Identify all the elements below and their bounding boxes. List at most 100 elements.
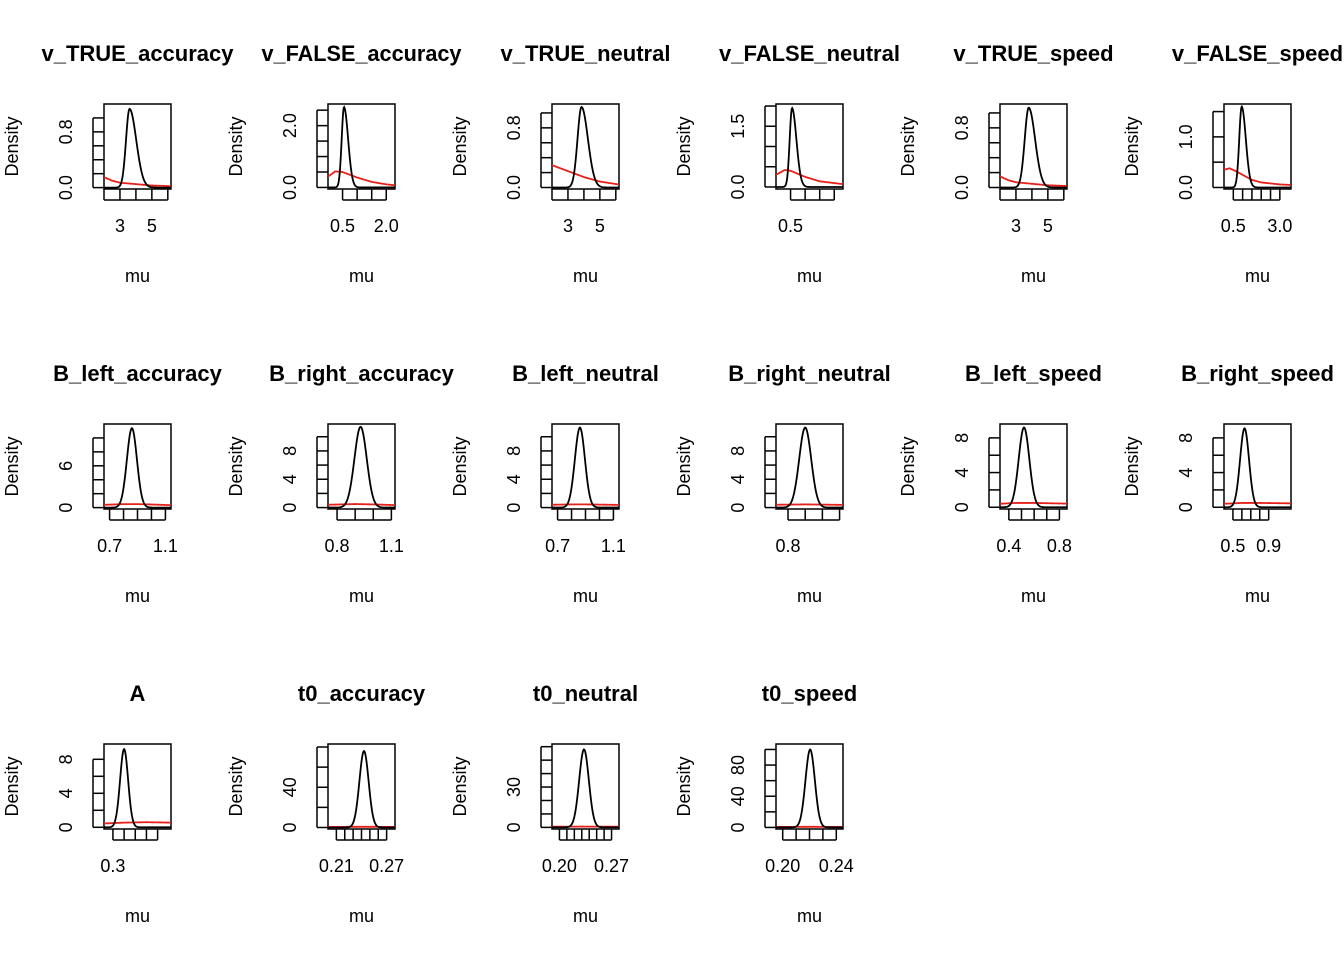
y-axis-label: Density [2,756,22,816]
y-tick-label: 1.5 [728,114,748,139]
posterior-density-line [1224,104,1291,189]
posterior-density-line [104,747,171,829]
plot-frame [1223,423,1292,510]
y-tick-label: 0 [728,503,748,513]
x-tick-label: 0.27 [369,856,404,876]
posterior-density-line [776,748,843,829]
y-tick-label: 0.0 [1176,175,1196,200]
plot-frame [327,423,396,510]
panel-title: v_TRUE_speed [953,41,1113,66]
y-tick-label: 40 [728,786,748,806]
y-tick-label: 4 [280,474,300,484]
panel-title: B_right_accuracy [269,361,454,386]
posterior-density-line [552,748,619,829]
y-tick-label: 30 [504,777,524,797]
panel-B_right_speed: B_right_speed 0.5 0.9 mu 0 4 8 Density [1122,361,1334,606]
x-axis-label: mu [1245,266,1270,286]
x-tick-label: 0.9 [1256,536,1281,556]
y-tick-label: 4 [56,788,76,798]
y-tick-label: 8 [504,446,524,456]
panel-B_left_neutral: B_left_neutral 0.7 1.1 mu 0 4 8 Density [450,361,659,606]
y-axis-label: Density [226,436,246,496]
panel-title: B_right_neutral [728,361,891,386]
x-tick-label: 3.0 [1267,216,1292,236]
y-tick-label: 0.8 [56,119,76,144]
panel-title: B_right_speed [1181,361,1334,386]
posterior-density-line [776,426,843,509]
y-tick-label: 6 [56,461,76,471]
y-axis-label: Density [1122,436,1142,496]
y-axis-label: Density [226,116,246,176]
y-tick-label: 0 [56,822,76,832]
x-tick-label: 0.5 [1221,216,1246,236]
x-axis-label: mu [797,586,822,606]
x-tick-label: 3 [1011,216,1021,236]
panel-title: A [130,681,146,706]
y-tick-label: 4 [952,468,972,478]
x-tick-label: 3 [115,216,125,236]
x-axis-label: mu [125,906,150,926]
y-axis-label: Density [674,756,694,816]
prior-density-line [999,175,1068,187]
x-tick-label: 0.7 [545,536,570,556]
panel-B_left_speed: B_left_speed 0.4 0.8 mu 0 4 8 Density [898,361,1102,606]
y-axis-label: Density [226,756,246,816]
prior-density-line [103,176,172,188]
panel-title: v_TRUE_neutral [501,41,671,66]
y-tick-label: 0 [728,822,748,832]
y-tick-label: 0.8 [504,115,524,140]
posterior-density-line [328,750,395,829]
y-tick-label: 0 [280,503,300,513]
x-axis-label: mu [349,906,374,926]
x-axis-label: mu [573,266,598,286]
posterior-density-line [1000,426,1067,509]
panel-B_right_neutral: B_right_neutral 0.8 mu 0 4 8 Density [674,361,891,606]
posterior-density-line [328,425,395,509]
x-tick-label: 0.3 [100,856,125,876]
x-axis-label: mu [1245,586,1270,606]
posterior-density-line [776,106,843,188]
y-axis-label: Density [898,436,918,496]
x-tick-label: 0.8 [1047,536,1072,556]
panel-B_left_accuracy: B_left_accuracy 0.7 1.1 mu 0 6 Density [2,361,223,606]
y-axis-label: Density [674,116,694,176]
x-tick-label: 1.1 [379,536,404,556]
posterior-density-line [328,105,395,189]
prior-density-line [327,503,396,506]
panel-title: v_FALSE_speed [1172,41,1343,66]
y-tick-label: 0 [504,822,524,832]
x-tick-label: 1.1 [153,536,178,556]
posterior-density-line [1224,427,1291,509]
panel-v_FALSE_accuracy: v_FALSE_accuracy 0.5 2.0 mu 0.0 2.0 Density [226,41,462,286]
y-axis-label: Density [898,116,918,176]
panel-title: v_TRUE_accuracy [41,41,234,66]
x-tick-label: 0.5 [1220,536,1245,556]
x-tick-label: 0.20 [542,856,577,876]
x-axis-label: mu [1021,586,1046,606]
panel-v_TRUE_neutral: v_TRUE_neutral 3 5 mu 0.0 0.8 Density [450,41,670,286]
x-tick-label: 0.21 [319,856,354,876]
panel-title: v_FALSE_accuracy [262,41,463,66]
x-axis-label: mu [573,586,598,606]
panel-B_right_accuracy: B_right_accuracy 0.8 1.1 mu 0 4 8 Density [226,361,455,606]
x-tick-label: 5 [147,216,157,236]
y-tick-label: 8 [56,754,76,764]
x-tick-label: 5 [1043,216,1053,236]
plot-frame [999,423,1068,510]
y-tick-label: 0.0 [952,175,972,200]
x-axis-label: mu [349,266,374,286]
posterior-density-line [1000,106,1067,189]
x-tick-label: 3 [563,216,573,236]
panel-v_TRUE_speed: v_TRUE_speed 3 5 mu 0.0 0.8 Density [898,41,1114,286]
y-tick-label: 0 [952,502,972,512]
x-axis-label: mu [797,906,822,926]
prior-density-line [551,164,620,186]
panel-title: t0_neutral [533,681,638,706]
x-axis-label: mu [125,586,150,606]
y-tick-label: 4 [504,474,524,484]
y-axis-label: Density [450,116,470,176]
y-axis-label: Density [2,116,22,176]
y-tick-label: 0.0 [728,174,748,199]
plot-frame [999,103,1068,190]
